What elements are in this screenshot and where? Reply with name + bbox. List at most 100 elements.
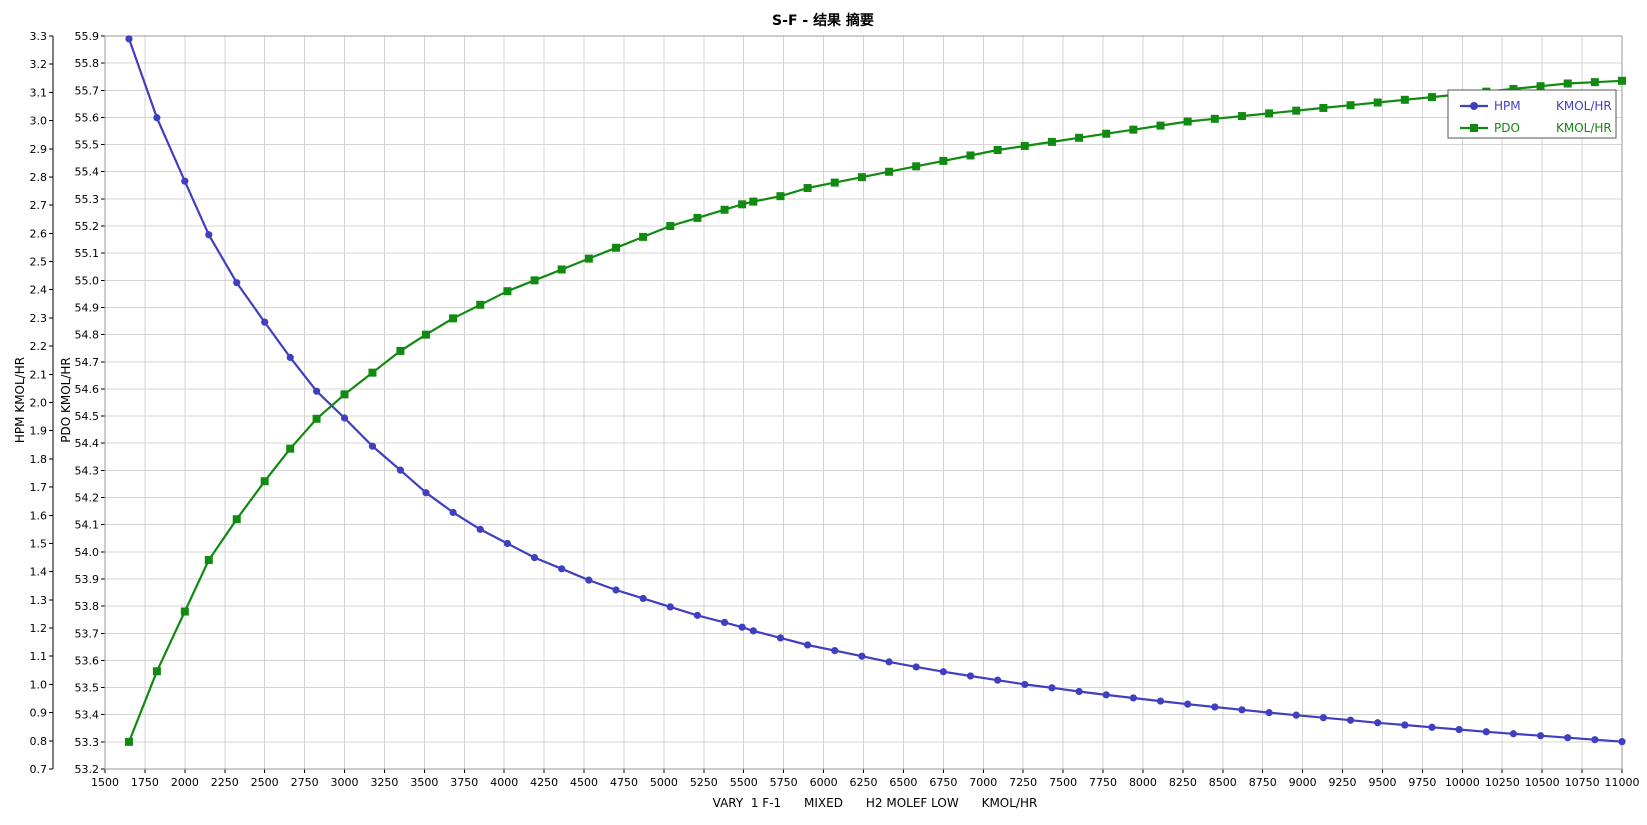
- legend: HPM KMOL/HR PDO KMOL/HR: [1447, 89, 1617, 139]
- hpm-tick-label: 2.9: [30, 143, 48, 156]
- x-tick-label: 9000: [1289, 776, 1317, 789]
- x-tick-label: 11000: [1605, 776, 1640, 789]
- pdo-point: [152, 667, 161, 676]
- pdo-point: [286, 444, 295, 453]
- x-tick-label: 7250: [1009, 776, 1037, 789]
- hpm-tick-label: 1.7: [30, 481, 48, 494]
- pdo-point: [368, 368, 377, 377]
- pdo-point: [530, 276, 539, 285]
- pdo-point: [1237, 112, 1246, 121]
- hpm-tick-label: 0.7: [30, 763, 48, 776]
- hpm-point: [1591, 736, 1599, 744]
- pdo-point: [449, 314, 458, 323]
- hpm-tick-label: 1.8: [30, 453, 48, 466]
- pdo-point: [340, 390, 349, 399]
- pdo-tick-label: 53.7: [75, 627, 100, 640]
- pdo-point: [1075, 133, 1084, 142]
- hpm-tick-label: 1.2: [30, 622, 48, 635]
- pdo-tick-label: 54.4: [75, 437, 100, 450]
- hpm-point: [125, 35, 133, 43]
- pdo-point: [1047, 137, 1056, 146]
- x-tick-label: 4000: [490, 776, 518, 789]
- hpm-point: [693, 611, 702, 619]
- hpm-point: [558, 565, 566, 573]
- pdo-point: [966, 151, 975, 160]
- x-tick-label: 1750: [131, 776, 159, 789]
- x-tick-label: 9500: [1368, 776, 1396, 789]
- pdo-point: [312, 414, 321, 423]
- hpm-point: [1509, 730, 1518, 738]
- pdo-point: [939, 156, 948, 165]
- hpm-tick-label: 0.8: [30, 735, 48, 748]
- pdo-point: [1020, 141, 1029, 150]
- hpm-point: [1075, 687, 1083, 696]
- hpm-point: [720, 618, 729, 627]
- hpm-tick-label: 1.3: [30, 594, 48, 607]
- hpm-point: [233, 279, 241, 287]
- x-tick-label: 3000: [331, 776, 359, 789]
- hpm-point: [776, 634, 785, 642]
- plot-frame: [104, 35, 1623, 770]
- hpm-point: [1102, 691, 1110, 699]
- x-tick-label: 3500: [410, 776, 438, 789]
- hpm-point: [885, 658, 893, 666]
- pdo-point: [180, 607, 189, 616]
- pdo-point: [1590, 78, 1599, 87]
- x-tick-label: 10500: [1525, 776, 1560, 789]
- hpm-point: [181, 177, 189, 185]
- hpm-point: [1129, 694, 1137, 702]
- hpm-point: [1401, 721, 1409, 729]
- hpm-point: [1346, 716, 1355, 724]
- series-layer: [124, 35, 1626, 746]
- pdo-tick-label: 55.2: [75, 220, 100, 233]
- x-tick-label: 8750: [1249, 776, 1277, 789]
- pdo-point: [1183, 117, 1192, 126]
- hpm-tick-label: 2.8: [30, 171, 48, 184]
- hpm-point: [449, 508, 457, 517]
- pdo-point: [1563, 79, 1572, 88]
- pdo-point: [503, 287, 512, 296]
- x-tick-label: 10000: [1445, 776, 1480, 789]
- hpm-point: [261, 318, 269, 326]
- legend-marker: [1470, 102, 1478, 110]
- legend-series-name: PDO: [1494, 121, 1520, 135]
- pdo-tick-label: 54.7: [75, 356, 100, 369]
- pdo-tick-label: 55.4: [75, 166, 100, 179]
- x-tick-label: 7750: [1089, 776, 1117, 789]
- pdo-point: [260, 477, 269, 486]
- hpm-tick-label: 1.6: [30, 509, 48, 522]
- pdo-point: [557, 265, 566, 274]
- pdo-tick-label: 53.2: [75, 763, 100, 776]
- hpm-point: [666, 603, 674, 611]
- pdo-point: [1400, 95, 1409, 104]
- hpm-tick-label: 3.2: [30, 58, 48, 71]
- pdo-point: [738, 200, 747, 209]
- hpm-point: [1428, 723, 1436, 731]
- hpm-point: [286, 353, 294, 361]
- pdo-tick-label: 54.9: [75, 301, 100, 314]
- hpm-tick-label: 2.7: [30, 199, 48, 212]
- pdo-point: [1536, 82, 1545, 91]
- hpm-point: [1292, 711, 1300, 719]
- x-tick-label: 6500: [889, 776, 917, 789]
- hpm-tick-label: 2.5: [30, 256, 48, 269]
- pdo-point: [421, 330, 430, 339]
- pdo-tick-label: 55.3: [75, 193, 100, 206]
- hpm-point: [1374, 719, 1382, 727]
- x-tick-label: 8250: [1169, 776, 1197, 789]
- pdo-point: [584, 254, 593, 263]
- hpm-point: [340, 414, 349, 422]
- pdo-point: [1265, 109, 1274, 118]
- hpm-point: [503, 539, 512, 548]
- hpm-point: [858, 652, 866, 660]
- hpm-point: [1021, 680, 1029, 689]
- hpm-point: [530, 553, 539, 562]
- pdo-point: [1292, 106, 1301, 115]
- x-tick-label: 6000: [810, 776, 838, 789]
- hpm-point: [1564, 734, 1572, 742]
- x-tick-label: 2000: [171, 776, 199, 789]
- hpm-point: [1048, 684, 1056, 692]
- pdo-point: [857, 173, 866, 182]
- hpm-point: [939, 668, 947, 676]
